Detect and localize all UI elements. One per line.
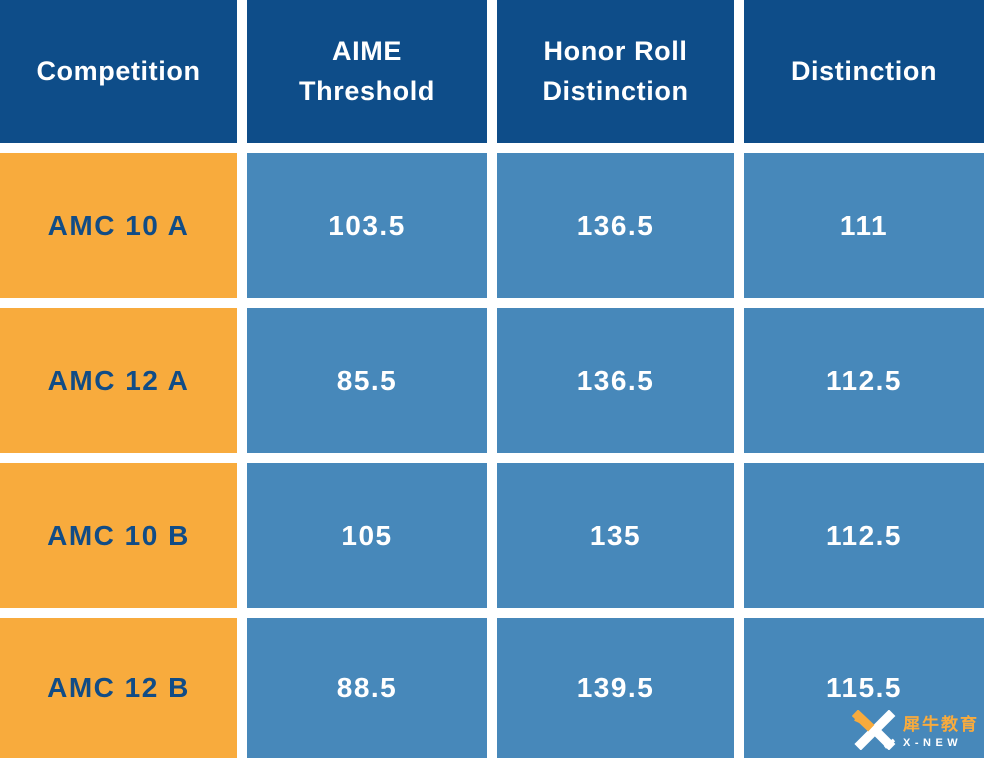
table-cell-aime-threshold: 105 bbox=[247, 463, 487, 608]
table-cell-honor-roll: 135 bbox=[497, 463, 734, 608]
column-header-honor-roll-distinction: Honor Roll Distinction bbox=[497, 0, 734, 143]
brand-name-chinese: 犀牛教育 bbox=[903, 715, 979, 735]
table-cell-distinction: 112.5 bbox=[744, 463, 984, 608]
column-header-aime-threshold: AIME Threshold bbox=[247, 0, 487, 143]
column-header-label: Honor Roll Distinction bbox=[542, 36, 689, 106]
x-rhino-logo-icon bbox=[851, 709, 896, 755]
row-label-amc-12-b: AMC 12 B bbox=[0, 618, 237, 758]
column-header-label: AIME Threshold bbox=[299, 36, 435, 106]
brand-name-english: X-NEW bbox=[903, 736, 963, 749]
brand-watermark-text: 犀牛教育 X-NEW bbox=[903, 715, 979, 749]
column-header-distinction: Distinction bbox=[744, 0, 984, 143]
row-label-amc-10-a: AMC 10 A bbox=[0, 153, 237, 298]
table-cell-honor-roll: 136.5 bbox=[497, 153, 734, 298]
column-header-label: Competition bbox=[36, 55, 201, 86]
brand-watermark: 犀牛教育 X-NEW bbox=[851, 709, 979, 755]
table-cell-honor-roll: 139.5 bbox=[497, 618, 734, 758]
table-cell-distinction: 111 bbox=[744, 153, 984, 298]
row-label-amc-10-b: AMC 10 B bbox=[0, 463, 237, 608]
table-cell-distinction: 112.5 bbox=[744, 308, 984, 453]
table-cell-aime-threshold: 103.5 bbox=[247, 153, 487, 298]
table-cell-honor-roll: 136.5 bbox=[497, 308, 734, 453]
column-header-label: Distinction bbox=[790, 55, 938, 86]
table-cell-aime-threshold: 85.5 bbox=[247, 308, 487, 453]
table-cell-aime-threshold: 88.5 bbox=[247, 618, 487, 758]
row-label-amc-12-a: AMC 12 A bbox=[0, 308, 237, 453]
column-header-competition: Competition bbox=[0, 0, 237, 143]
